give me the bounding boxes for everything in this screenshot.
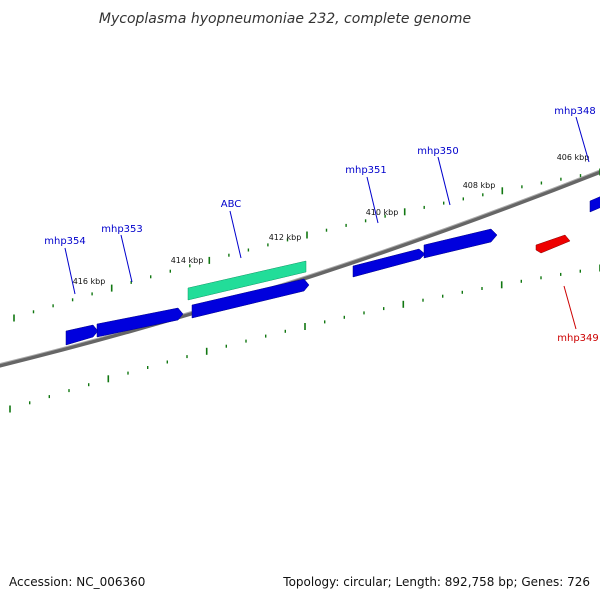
gene-callout-abc <box>229 210 242 259</box>
gene-callout-mhp351 <box>366 176 379 224</box>
gene-label-mhp348[interactable]: mhp348 <box>554 106 596 117</box>
gene-arrow-mhp348[interactable] <box>589 195 600 213</box>
genome-summary-text: Topology: circular; Length: 892,758 bp; … <box>282 575 590 589</box>
tick-label-414kbp: 414 kbp <box>171 256 204 265</box>
gene-mhp348[interactable]: mhp348 <box>554 106 600 213</box>
gene-label-mhp350[interactable]: mhp350 <box>417 146 459 157</box>
gene-label-mhp353[interactable]: mhp353 <box>101 224 143 235</box>
gene-callout-mhp354 <box>64 247 76 295</box>
tick-track-inner <box>9 264 600 413</box>
gene-arrow-under-abc[interactable] <box>191 278 310 319</box>
gene-mhp350[interactable]: mhp350 <box>417 146 498 259</box>
gene-label-abc[interactable]: ABC <box>221 199 242 210</box>
accession-text: Accession: NC_006360 <box>9 575 145 589</box>
map-title: Mycoplasma hyopneumoniae 232, complete g… <box>99 11 471 27</box>
gene-mhp351[interactable]: mhp351 <box>345 165 426 278</box>
gene-mhp353[interactable]: mhp353 <box>96 224 184 338</box>
gene-label-mhp351[interactable]: mhp351 <box>345 165 387 176</box>
tick-label-406kbp: 406 kbp <box>557 153 590 162</box>
gene-arrow-mhp353[interactable] <box>96 307 184 338</box>
gene-mhp354[interactable]: mhp354 <box>44 236 99 346</box>
tick-label-416kbp: 416 kbp <box>73 277 106 286</box>
genome-backbone-highlight <box>0 169 600 365</box>
gene-callout-mhp349 <box>563 285 577 330</box>
gene-arrow-mhp350[interactable] <box>423 228 498 259</box>
tick-label-408kbp: 408 kbp <box>463 181 496 190</box>
tick-label-412kbp: 412 kbp <box>269 233 302 242</box>
gene-label-mhp349[interactable]: mhp349 <box>557 333 599 344</box>
gene-arrow-mhp354[interactable] <box>65 324 99 346</box>
gene-bar-abc[interactable] <box>187 260 307 301</box>
gene-mhp349[interactable]: mhp349 <box>535 234 599 344</box>
gene-arrow-mhp349[interactable] <box>535 234 571 254</box>
gene-arrow-mhp351[interactable] <box>352 248 426 278</box>
gene-abc[interactable]: ABC <box>187 199 307 301</box>
gene-label-mhp354[interactable]: mhp354 <box>44 236 86 247</box>
gene-callout-mhp353 <box>120 234 133 283</box>
gene-callout-mhp350 <box>437 156 451 206</box>
gene-features: mhp348 mhp349 mhp350 mhp351 <box>44 106 600 346</box>
gene-under-abc[interactable] <box>191 278 310 319</box>
tick-track-outer <box>13 168 600 322</box>
tick-label-410kbp: 410 kbp <box>366 208 399 217</box>
gene-callout-mhp348 <box>575 116 590 163</box>
tick-labels: 406 kbp 408 kbp 410 kbp 412 kbp 414 kbp … <box>73 153 590 286</box>
